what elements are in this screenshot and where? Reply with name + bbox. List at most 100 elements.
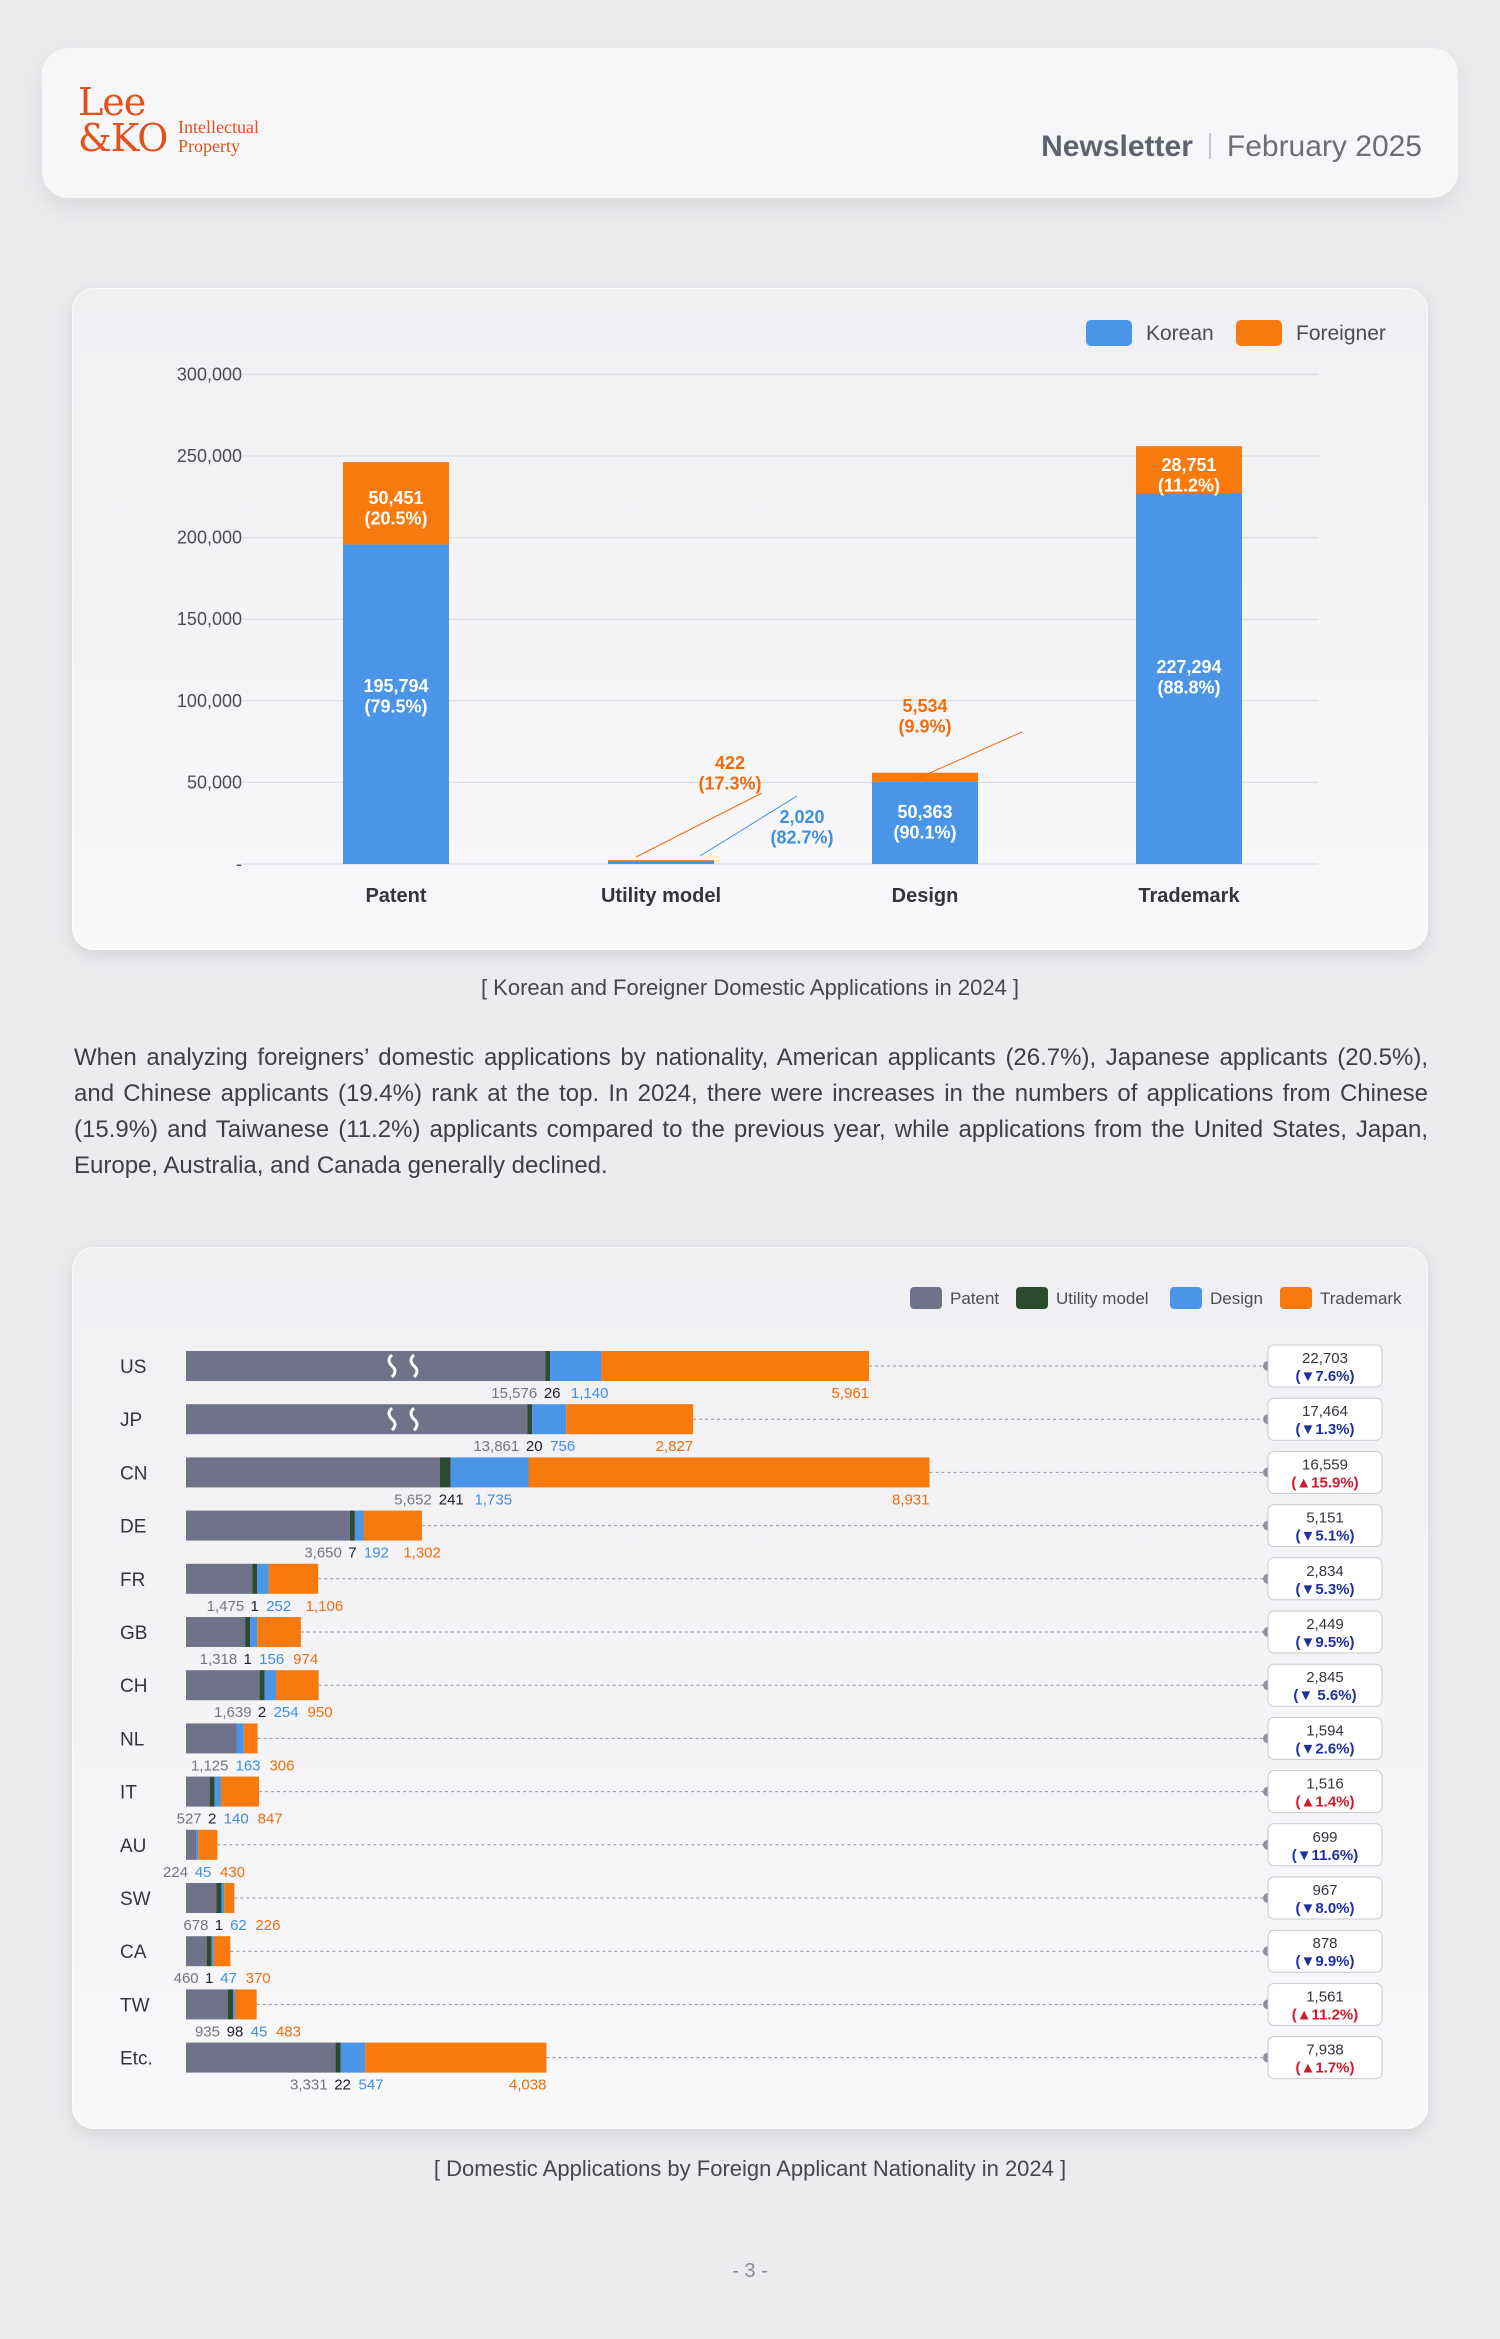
- logo-line-1: Lee: [78, 80, 146, 124]
- segment-label: 935: [195, 2023, 220, 2040]
- segment-label: 1,318: [200, 1651, 238, 1668]
- bar-trademark: [243, 1723, 258, 1754]
- segment-label: 1,475: [207, 1598, 245, 1615]
- korean-foreigner-chart: - 50,000 100,000 150,000 200,000 250,000 300,0…: [177, 320, 1386, 907]
- country-label: DE: [120, 1517, 146, 1538]
- x-tick-label: Design: [892, 885, 959, 907]
- logo-sub-line-2: Property: [178, 136, 240, 156]
- bar-utility: [259, 1670, 265, 1701]
- y-tick-label: 50,000: [187, 772, 242, 792]
- bar-patent: [186, 1510, 350, 1541]
- logo-subtitle: Intellectual Property: [178, 118, 338, 156]
- total-box: [1267, 1770, 1383, 1814]
- segment-label: 140: [224, 1811, 249, 1828]
- change-value: (▼5.1%): [1295, 1528, 1354, 1545]
- bar-utility: [245, 1617, 251, 1647]
- data-label-korean: 2,020 (82.7%): [770, 807, 833, 848]
- segment-label: 1: [215, 1917, 223, 1934]
- total-value: 1,594: [1306, 1722, 1344, 1739]
- bar-trademark: [601, 1351, 870, 1381]
- total-value: 2,834: [1306, 1563, 1344, 1580]
- country-label: CA: [120, 1942, 147, 1963]
- y-tick-label: 300,000: [177, 364, 242, 384]
- newsletter-label: Newsletter: [1041, 130, 1193, 163]
- bar-patent: [186, 1404, 528, 1435]
- legend-label: Design: [1210, 1289, 1263, 1308]
- segment-label: 756: [550, 1438, 575, 1455]
- bar-design: [236, 1723, 244, 1754]
- total-value: 16,559: [1302, 1456, 1348, 1473]
- bar-korean: [872, 781, 978, 864]
- total-value: 699: [1312, 1829, 1337, 1846]
- bar-patent: [186, 1776, 210, 1807]
- bar-korean: [608, 860, 714, 864]
- change-value: (▼5.3%): [1295, 1581, 1354, 1598]
- leader-line: [699, 795, 798, 857]
- total-box: [1267, 1929, 1383, 1973]
- bar-foreigner: [343, 462, 449, 545]
- total-value: 5,151: [1306, 1510, 1344, 1527]
- total-box: [1267, 1663, 1383, 1707]
- nationality-chart: Patent Utility model Design Trademark US 22,7…: [120, 1287, 1402, 2094]
- chart2-caption: [ Domestic Applications by Foreign Appli…: [433, 2156, 1067, 2181]
- bar-utility: [545, 1351, 551, 1381]
- bar-design: [196, 1829, 199, 1860]
- segment-label: 20: [526, 1438, 543, 1455]
- total-value: 878: [1312, 1935, 1337, 1952]
- bar-design: [264, 1670, 276, 1701]
- logo-sub-line-1: Intellectual: [178, 117, 259, 137]
- total-value: 17,464: [1302, 1403, 1348, 1420]
- segment-label: 156: [259, 1651, 284, 1668]
- bar-utility: [209, 1776, 215, 1807]
- segment-label: 3,650: [304, 1545, 342, 1562]
- segment-label: 254: [274, 1704, 299, 1721]
- bar-trademark: [268, 1563, 319, 1594]
- segment-label: 974: [293, 1651, 318, 1668]
- segment-label: 950: [308, 1704, 333, 1721]
- axis-break-mark: [387, 1407, 397, 1432]
- segment-label: 847: [258, 1811, 283, 1828]
- country-label: JP: [120, 1410, 142, 1431]
- bar-trademark: [275, 1670, 319, 1701]
- change-value: (▲11.2%): [1292, 2006, 1359, 2023]
- segment-label: 527: [177, 1811, 202, 1828]
- segment-label: 547: [359, 2077, 384, 2094]
- country-label: TW: [120, 1995, 150, 2016]
- page-number: - 3 -: [732, 2260, 768, 2282]
- y-tick-label: 150,000: [177, 609, 242, 629]
- total-value: 22,703: [1302, 1350, 1348, 1367]
- y-tick-label: 250,000: [177, 446, 242, 466]
- nationality-chart-card: Patent Utility model Design Trademark US 22,7…: [72, 1247, 1428, 2129]
- y-tick-label: 100,000: [177, 691, 242, 711]
- bar-trademark: [365, 2042, 547, 2073]
- bar-patent: [186, 1723, 237, 1754]
- segment-label: 2: [258, 1704, 266, 1721]
- header-divider: [1208, 133, 1211, 159]
- country-label: IT: [120, 1783, 137, 1804]
- total-value: 1,561: [1306, 1988, 1344, 2005]
- legend-swatch: [1086, 320, 1132, 346]
- change-value: (▼ 5.6%): [1293, 1687, 1356, 1704]
- x-tick-label: Patent: [365, 885, 426, 907]
- analysis-paragraph: When analyzing foreigners’ domestic appl…: [74, 1044, 1428, 1179]
- axis-break-mark: [387, 1353, 397, 1379]
- bar-patent: [186, 1351, 546, 1381]
- country-label: NL: [120, 1729, 144, 1750]
- change-value: (▼7.6%): [1295, 1368, 1354, 1385]
- legend-label: Patent: [950, 1289, 999, 1308]
- legend-swatch: [1016, 1287, 1048, 1309]
- segment-label: 163: [235, 1757, 260, 1774]
- change-value: (▲1.7%): [1295, 2060, 1354, 2077]
- leader-line: [635, 792, 763, 858]
- bar-patent: [186, 1989, 228, 2020]
- logo-wordmark: Lee &KO: [78, 83, 198, 157]
- segment-label: 7: [348, 1545, 356, 1562]
- data-label-foreigner: 422 (17.3%): [698, 753, 761, 794]
- segment-label: 226: [255, 1917, 280, 1934]
- segment-label: 370: [246, 1970, 271, 1987]
- total-box: [1267, 1450, 1383, 1494]
- segment-label: 241: [439, 1491, 464, 1508]
- legend-swatch: [1236, 320, 1282, 346]
- bar-foreigner: [608, 860, 714, 861]
- issue-date: February 2025: [1226, 130, 1422, 163]
